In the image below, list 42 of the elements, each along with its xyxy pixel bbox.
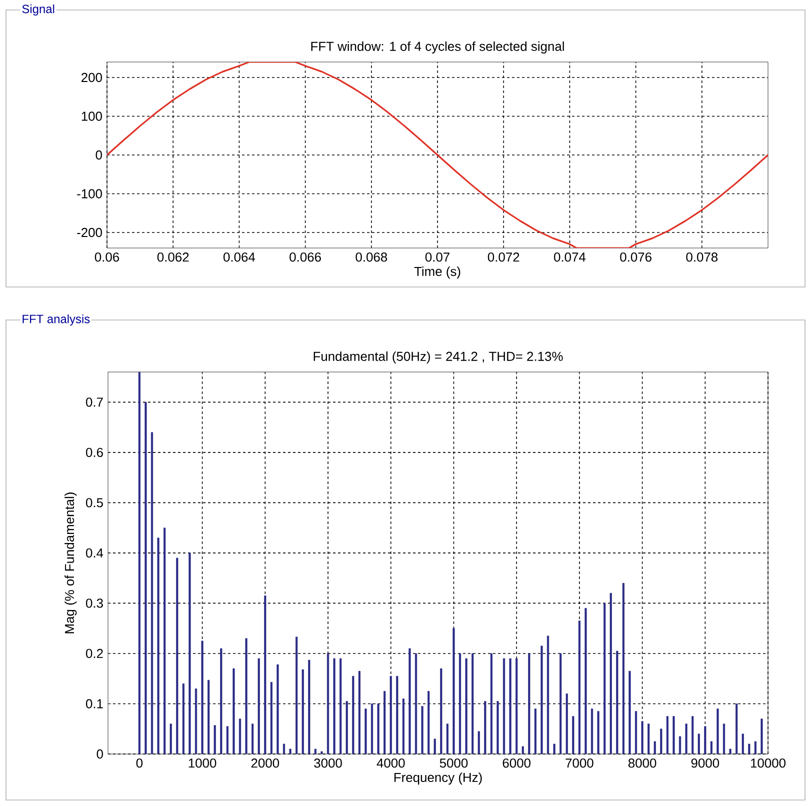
- x-tick-label: 0.078: [686, 252, 718, 262]
- y-tick-label: 0.5: [86, 498, 103, 508]
- x-tick-label: 0.064: [223, 252, 256, 262]
- x-tick-label: 0.072: [488, 252, 520, 262]
- x-tick-label: 0.062: [157, 252, 189, 262]
- chart-title: FFT window: 1 of 4 cycles of selected signal: [311, 41, 564, 54]
- y-tick-label: 100: [82, 112, 102, 121]
- y-tick-label: -100: [77, 189, 102, 198]
- y-tick-label: 0.4: [86, 548, 104, 558]
- y-tick-label: 0: [96, 749, 103, 759]
- y-tick-label: 0: [96, 150, 102, 160]
- line-series: [107, 62, 768, 248]
- y-tick-label: -200: [77, 228, 102, 238]
- x-tick-label: 9000: [691, 758, 720, 768]
- y-tick-label: 0.7: [86, 398, 103, 407]
- x-tick-label: 0.068: [356, 252, 388, 262]
- x-tick-label: 6000: [502, 758, 530, 768]
- y-axis-title: Mag (% of Fundamental): [64, 492, 77, 634]
- y-tick-label: 200: [82, 72, 102, 82]
- x-tick-label: 7000: [566, 758, 594, 768]
- y-tick-label: 0.3: [86, 598, 103, 608]
- x-tick-label: 5000: [440, 758, 468, 768]
- x-axis-title: Frequency (Hz): [394, 772, 482, 785]
- x-tick-label: 1000: [188, 758, 216, 768]
- x-tick-label: 2000: [251, 758, 280, 768]
- y-tick-label: 0.6: [86, 448, 103, 458]
- x-tick-label: 8000: [628, 758, 656, 768]
- x-tick-label: 0: [136, 758, 143, 768]
- x-tick-label: 0.06: [94, 252, 120, 262]
- x-tick-label: 0.076: [620, 252, 652, 262]
- text: FFT analysis: [22, 314, 90, 326]
- x-tick-label: 0.07: [425, 252, 450, 262]
- x-tick-label: 10000: [750, 758, 786, 768]
- x-tick-label: 0.074: [554, 252, 586, 262]
- x-tick-label: 3000: [314, 758, 342, 768]
- x-tick-label: 0.066: [290, 252, 321, 262]
- y-tick-label: 0.1: [86, 699, 103, 708]
- text: Signal: [22, 4, 54, 16]
- y-tick-label: 0.2: [86, 648, 103, 658]
- x-tick-label: 4000: [376, 758, 405, 768]
- x-axis-title: Time (s): [414, 266, 460, 279]
- chart-title: Fundamental (50Hz) = 241.2 , THD= 2.13%: [314, 351, 563, 364]
